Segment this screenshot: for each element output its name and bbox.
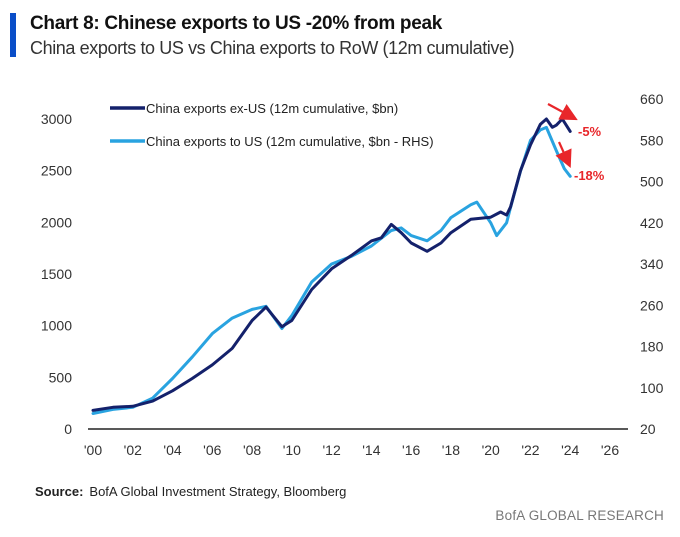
source-text: BofA Global Investment Strategy, Bloombe… bbox=[89, 484, 347, 499]
left-tick-label: 500 bbox=[49, 369, 73, 385]
right-tick-label: 660 bbox=[640, 91, 664, 107]
legend: China exports ex-US (12m cumulative, $bn… bbox=[110, 101, 434, 149]
x-tick-label: '06 bbox=[203, 442, 221, 458]
right-tick-label: 500 bbox=[640, 174, 664, 190]
left-tick-label: 1500 bbox=[41, 266, 72, 282]
left-tick-label: 1000 bbox=[41, 318, 72, 334]
left-tick-label: 3000 bbox=[41, 111, 72, 127]
annotation-arrow-ex-us bbox=[547, 103, 578, 121]
chart-title: Chart 8: Chinese exports to US -20% from… bbox=[30, 13, 442, 34]
x-tick-label: '26 bbox=[601, 442, 619, 458]
right-tick-label: 580 bbox=[640, 132, 664, 148]
x-tick-label: '14 bbox=[362, 442, 380, 458]
right-tick-label: 100 bbox=[640, 380, 664, 396]
brand-footer: BofA GLOBAL RESEARCH bbox=[495, 508, 664, 523]
x-tick-label: '22 bbox=[521, 442, 539, 458]
series-line-ex-us bbox=[91, 117, 572, 412]
series-layer bbox=[91, 117, 572, 415]
annotations: -5% -18% bbox=[547, 103, 605, 183]
right-tick-label: 420 bbox=[640, 215, 664, 231]
x-tick-label: '08 bbox=[243, 442, 261, 458]
right-tick-label: 260 bbox=[640, 297, 664, 313]
annotation-ex-us: -5% bbox=[578, 124, 602, 139]
chart-subtitle: China exports to US vs China exports to … bbox=[30, 38, 515, 58]
left-tick-label: 2000 bbox=[41, 214, 72, 230]
x-tick-label: '10 bbox=[283, 442, 301, 458]
left-tick-label: 2500 bbox=[41, 163, 72, 179]
x-tick-label: '24 bbox=[561, 442, 579, 458]
source-label: Source: bbox=[35, 484, 84, 499]
legend-label-ex-us: China exports ex-US (12m cumulative, $bn… bbox=[146, 101, 398, 116]
left-axis: 0 500 1000 1500 2000 2500 3000 bbox=[41, 111, 72, 437]
right-tick-label: 340 bbox=[640, 256, 664, 272]
x-tick-label: '00 bbox=[84, 442, 102, 458]
x-axis: '00 '02 '04 '06 '08 '10 '12 '14 '16 '18 '20 '22 '24 '… bbox=[84, 442, 619, 458]
x-tick-label: '20 bbox=[482, 442, 500, 458]
x-tick-label: '02 bbox=[124, 442, 142, 458]
right-tick-label: 20 bbox=[640, 421, 656, 437]
legend-label-us: China exports to US (12m cumulative, $bn… bbox=[146, 134, 434, 149]
left-tick-label: 0 bbox=[64, 421, 72, 437]
x-tick-label: '16 bbox=[402, 442, 420, 458]
right-axis: 20 100 180 260 340 420 500 580 660 bbox=[640, 91, 664, 437]
right-tick-label: 180 bbox=[640, 339, 664, 355]
x-tick-label: '04 bbox=[163, 442, 181, 458]
source-note: Source: BofA Global Investment Strategy, … bbox=[35, 484, 346, 499]
annotation-us: -18% bbox=[574, 168, 605, 183]
annotation-arrow-us bbox=[555, 141, 572, 169]
x-tick-label: '18 bbox=[442, 442, 460, 458]
title-accent-bar bbox=[10, 13, 16, 57]
x-tick-label: '12 bbox=[322, 442, 340, 458]
